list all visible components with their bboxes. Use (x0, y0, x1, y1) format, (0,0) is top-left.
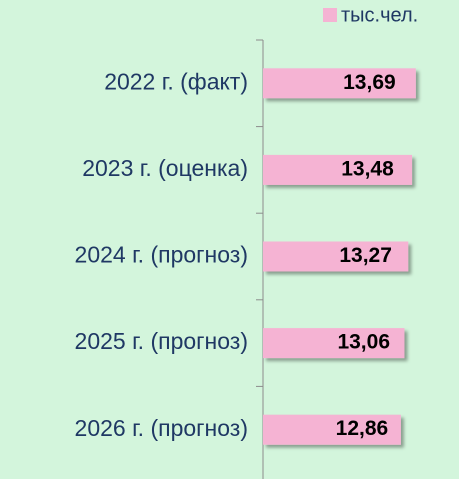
bar (263, 328, 405, 359)
value-label: 12,86 (336, 417, 389, 440)
category-label: 2023 г. (оценка) (82, 155, 248, 181)
category-label: 2026 г. (прогноз) (75, 415, 248, 441)
legend-label: тыс.чел. (341, 4, 418, 26)
bar (263, 68, 416, 99)
bar (263, 241, 409, 272)
bar (263, 154, 413, 185)
value-label: 13,69 (343, 71, 396, 94)
category-label: 2024 г. (прогноз) (75, 242, 248, 268)
value-label: 13,27 (339, 244, 392, 267)
category-label: 2022 г. (факт) (104, 68, 248, 94)
category-label: 2025 г. (прогноз) (75, 328, 248, 354)
value-label: 13,48 (341, 157, 394, 180)
legend-swatch (323, 8, 337, 22)
value-label: 13,06 (337, 331, 390, 354)
bar (263, 414, 401, 445)
